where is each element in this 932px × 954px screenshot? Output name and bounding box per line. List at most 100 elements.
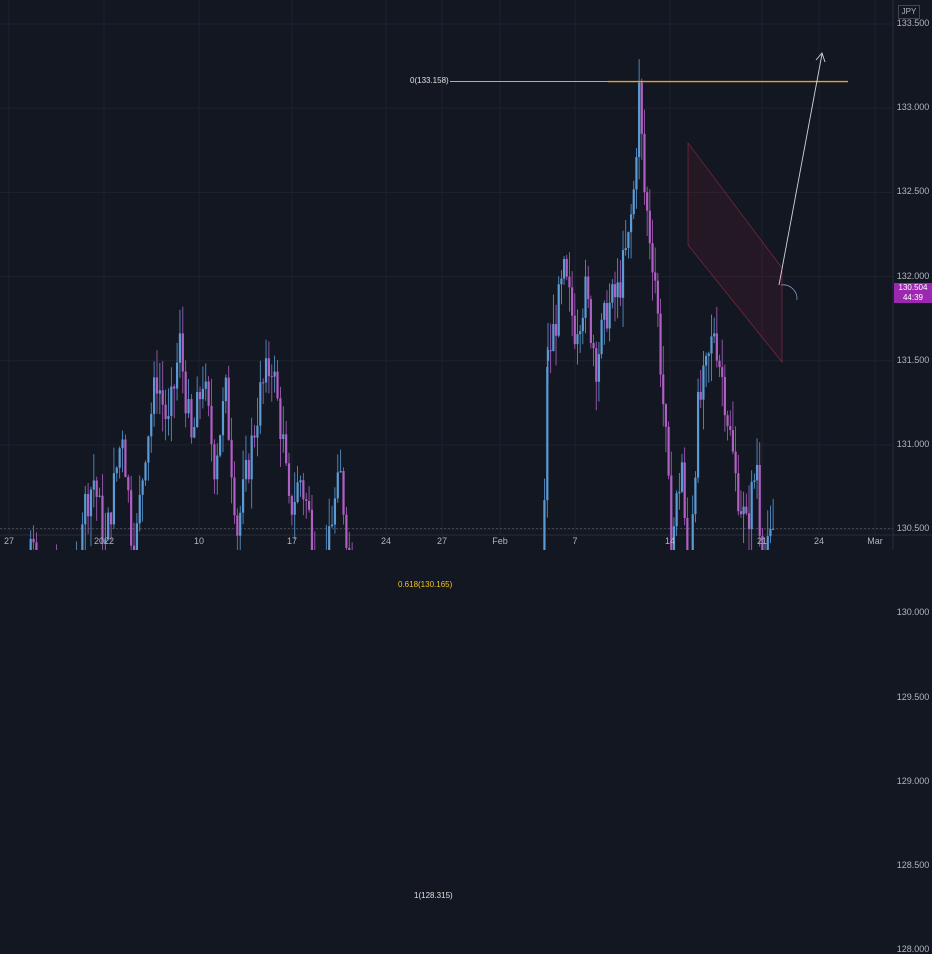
candle-body xyxy=(721,367,724,378)
candle-body xyxy=(632,189,635,215)
candle-body xyxy=(750,481,753,530)
candle-body xyxy=(132,545,136,550)
candle-body xyxy=(581,317,584,332)
candle-body xyxy=(29,538,32,550)
candle-body xyxy=(81,524,84,550)
candle-body xyxy=(755,464,759,481)
price-tick: 128.500 xyxy=(896,860,930,870)
price-tick: 129.500 xyxy=(896,691,930,702)
candle-body xyxy=(150,413,153,437)
candle-body xyxy=(170,386,173,417)
candle-body xyxy=(651,243,654,273)
candle-body xyxy=(118,448,121,468)
candle-body xyxy=(230,439,233,478)
candle-body xyxy=(216,455,219,480)
candle-body xyxy=(201,388,204,400)
candle-body xyxy=(734,451,737,474)
time-tick: 21 xyxy=(756,536,768,546)
candle-body xyxy=(342,471,345,515)
candle-body xyxy=(101,495,104,544)
candle-body xyxy=(678,491,681,494)
candle-body xyxy=(87,493,90,517)
candle-body xyxy=(769,528,772,537)
candle-body xyxy=(236,515,239,536)
candle-body xyxy=(576,334,579,345)
candle-body xyxy=(686,517,689,550)
price-tick: 129.000 xyxy=(896,775,930,786)
candle-body xyxy=(659,313,662,375)
price-tick: 131.500 xyxy=(896,354,930,365)
currency-badge[interactable]: JPY xyxy=(898,5,920,19)
candle-body xyxy=(127,477,130,491)
last-price-badge: 130.504 44:39 xyxy=(894,283,932,303)
candle-body xyxy=(348,547,351,550)
arrow-head xyxy=(815,52,826,63)
candle-body xyxy=(723,377,726,416)
candle-body xyxy=(707,353,710,356)
drawings xyxy=(687,52,826,363)
candle-body xyxy=(293,501,296,515)
price-tick: 131.000 xyxy=(896,439,930,449)
candle-body xyxy=(276,371,279,399)
candle-body xyxy=(600,319,603,355)
candle-body xyxy=(196,391,199,427)
last-price-value: 130.504 xyxy=(898,283,928,292)
candle-body xyxy=(35,542,38,550)
candle-body xyxy=(92,480,95,490)
candle-body xyxy=(285,434,288,464)
descending-channel xyxy=(687,142,783,363)
candle-body xyxy=(330,524,334,527)
candle-body xyxy=(560,278,563,285)
candle-body xyxy=(675,493,678,527)
candle-body xyxy=(124,439,127,478)
candle-body xyxy=(549,350,552,352)
candle-body xyxy=(264,358,268,383)
candle-body xyxy=(565,258,568,277)
candle-body xyxy=(147,436,150,463)
candle-body xyxy=(705,355,708,366)
candle-body xyxy=(595,348,598,382)
price-chart[interactable] xyxy=(0,0,932,550)
candle-body xyxy=(109,512,113,525)
candle-body xyxy=(683,462,686,518)
price-tick: 132.500 xyxy=(896,186,930,197)
time-tick: 10 xyxy=(193,536,205,546)
candle-body xyxy=(672,526,676,550)
candle-body xyxy=(629,214,633,233)
time-tick: 7 xyxy=(572,536,578,546)
candle-body xyxy=(339,471,342,473)
candle-body xyxy=(112,473,116,525)
candle-body xyxy=(646,192,649,211)
candle-body xyxy=(213,444,216,480)
candle-body xyxy=(141,480,144,495)
candle-body xyxy=(624,248,627,251)
candle-body xyxy=(305,499,308,502)
candle-body xyxy=(737,473,740,512)
candle-body xyxy=(259,382,262,426)
candle-body xyxy=(164,404,167,420)
candle-body xyxy=(571,287,574,316)
candle-body xyxy=(161,390,164,405)
candle-body xyxy=(608,302,611,329)
candle-body xyxy=(772,528,775,530)
candle-body xyxy=(253,435,256,438)
candle-body xyxy=(619,282,622,298)
candle-body xyxy=(247,459,250,480)
candle-body xyxy=(104,539,107,544)
candle-body xyxy=(621,250,625,298)
candle-body xyxy=(670,475,673,550)
candle-body xyxy=(552,324,555,352)
price-tick: 133.000 xyxy=(896,102,930,113)
candle-body xyxy=(635,157,638,190)
candle-body xyxy=(579,331,582,335)
time-tick: 17 xyxy=(286,536,298,546)
candle-body xyxy=(84,493,87,525)
candle-body xyxy=(758,464,761,536)
candle-body xyxy=(224,377,227,402)
price-tick: 133.500 xyxy=(896,18,930,28)
candle-body xyxy=(130,490,133,546)
candle-body xyxy=(584,276,587,318)
candle-body xyxy=(611,284,614,303)
fib-label: 0.618(130.165) xyxy=(398,579,453,589)
candle-body xyxy=(656,280,659,314)
